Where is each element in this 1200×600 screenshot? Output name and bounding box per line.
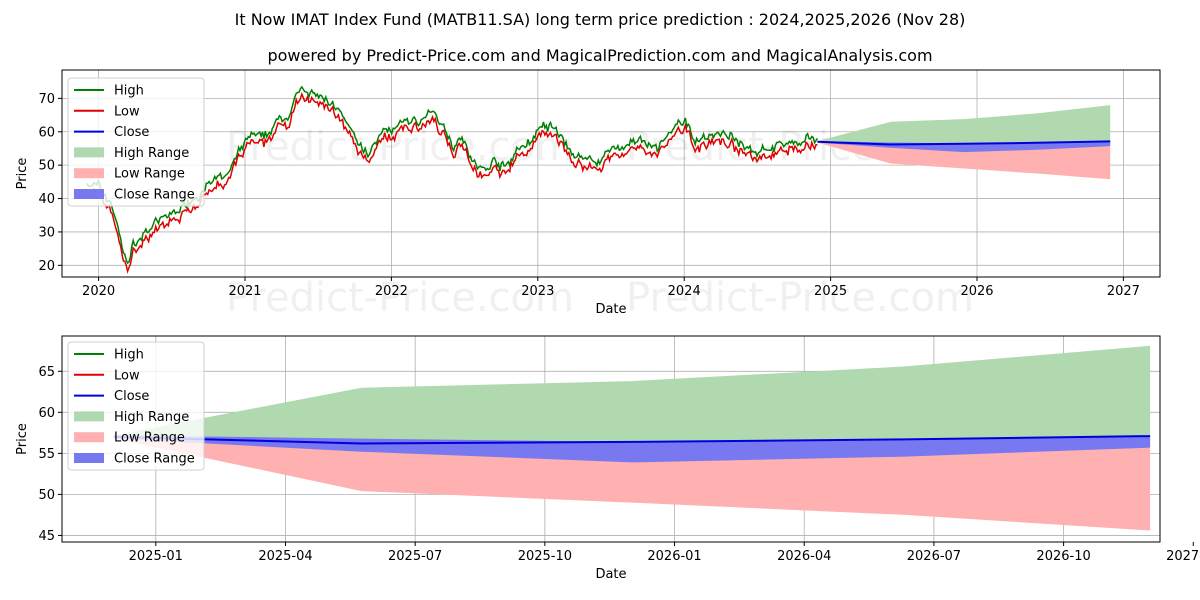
watermark-text: Predict-Price.com bbox=[226, 275, 574, 321]
top-x-tick-label: 2025 bbox=[814, 284, 847, 299]
bottom-x-tick-label: 2025-10 bbox=[518, 549, 572, 564]
top-frame bbox=[61, 69, 1161, 278]
bottom-low-range-band bbox=[113, 436, 1151, 531]
chart-subtitle: powered by Predict-Price.com and Magical… bbox=[267, 46, 933, 65]
watermark-text: Predict-Price.com bbox=[226, 124, 574, 170]
top-legend-label: Low Range bbox=[114, 167, 185, 182]
bottom-x-tick-label: 2025-04 bbox=[258, 549, 312, 564]
top-legend-label: Close bbox=[114, 125, 149, 140]
watermark-text: Predict-Price.com bbox=[626, 275, 974, 321]
top-legend-swatch bbox=[74, 189, 104, 199]
bottom-x-tick-label: 2025-01 bbox=[129, 549, 183, 564]
bottom-x-tick-label: 2026-10 bbox=[1036, 549, 1090, 564]
bottom-legend-label: Low bbox=[114, 368, 140, 383]
bottom-x-tick-label: 2026-07 bbox=[907, 549, 961, 564]
bottom-x-tick-label: 2027-01 bbox=[1166, 549, 1200, 564]
top-x-axis-label: Date bbox=[595, 302, 626, 317]
top-legend-swatch bbox=[74, 147, 104, 158]
top-x-tick-label: 2024 bbox=[668, 284, 701, 299]
bottom-close-forecast-line bbox=[113, 435, 1151, 445]
bottom-y-tick-label: 65 bbox=[38, 365, 55, 380]
top-y-tick-label: 70 bbox=[38, 92, 55, 107]
top-low-series-line bbox=[86, 91, 818, 274]
top-y-tick-label: 20 bbox=[38, 259, 55, 274]
top-y-tick-label: 50 bbox=[38, 159, 55, 174]
bottom-y-tick-label: 60 bbox=[38, 406, 55, 421]
bottom-y-tick-label: 45 bbox=[38, 529, 55, 544]
top-y-axis-label: Price bbox=[15, 158, 30, 190]
bottom-legend-label: Low Range bbox=[114, 431, 185, 446]
top-legend-label: Low bbox=[114, 104, 140, 119]
bottom-frame bbox=[61, 335, 1161, 543]
top-x-tick-label: 2022 bbox=[375, 284, 408, 299]
top-legend-label: High bbox=[114, 84, 144, 99]
bottom-close-range-band bbox=[113, 435, 1151, 463]
bottom-legend-swatch bbox=[74, 411, 104, 422]
bottom-legend-label: High bbox=[114, 348, 144, 363]
top-high-series-line bbox=[86, 85, 819, 265]
top-y-tick-label: 30 bbox=[38, 225, 55, 240]
bottom-x-tick-label: 2026-01 bbox=[647, 549, 701, 564]
bottom-x-axis-label: Date bbox=[595, 567, 626, 582]
bottom-legend-label: High Range bbox=[114, 410, 189, 425]
top-legend-swatch bbox=[74, 168, 104, 179]
bottom-high-range-band bbox=[113, 345, 1151, 444]
top-x-tick-label: 2026 bbox=[960, 284, 993, 299]
top-x-tick-label: 2023 bbox=[521, 284, 554, 299]
bottom-y-axis-label: Price bbox=[15, 423, 30, 455]
top-low-range-band bbox=[817, 141, 1111, 180]
bottom-x-tick-label: 2025-07 bbox=[388, 549, 442, 564]
top-y-tick-label: 40 bbox=[38, 192, 55, 207]
top-x-tick-label: 2027 bbox=[1107, 284, 1140, 299]
bottom-x-tick-label: 2026-04 bbox=[777, 549, 831, 564]
bottom-legend-swatch bbox=[74, 432, 104, 443]
top-y-tick-label: 60 bbox=[38, 125, 55, 140]
bottom-legend-swatch bbox=[74, 453, 104, 463]
top-legend-label: High Range bbox=[114, 146, 189, 161]
top-close-forecast-line bbox=[817, 140, 1111, 146]
bottom-legend-label: Close bbox=[114, 389, 149, 404]
top-x-tick-label: 2021 bbox=[228, 284, 261, 299]
bottom-y-tick-label: 55 bbox=[38, 447, 55, 462]
bottom-y-tick-label: 50 bbox=[38, 488, 55, 503]
top-legend-label: Close Range bbox=[114, 188, 195, 203]
top-high-range-band bbox=[817, 105, 1111, 145]
bottom-legend-label: Close Range bbox=[114, 452, 195, 467]
chart-title: It Now IMAT Index Fund (MATB11.SA) long … bbox=[234, 10, 966, 29]
top-x-tick-label: 2020 bbox=[82, 284, 115, 299]
